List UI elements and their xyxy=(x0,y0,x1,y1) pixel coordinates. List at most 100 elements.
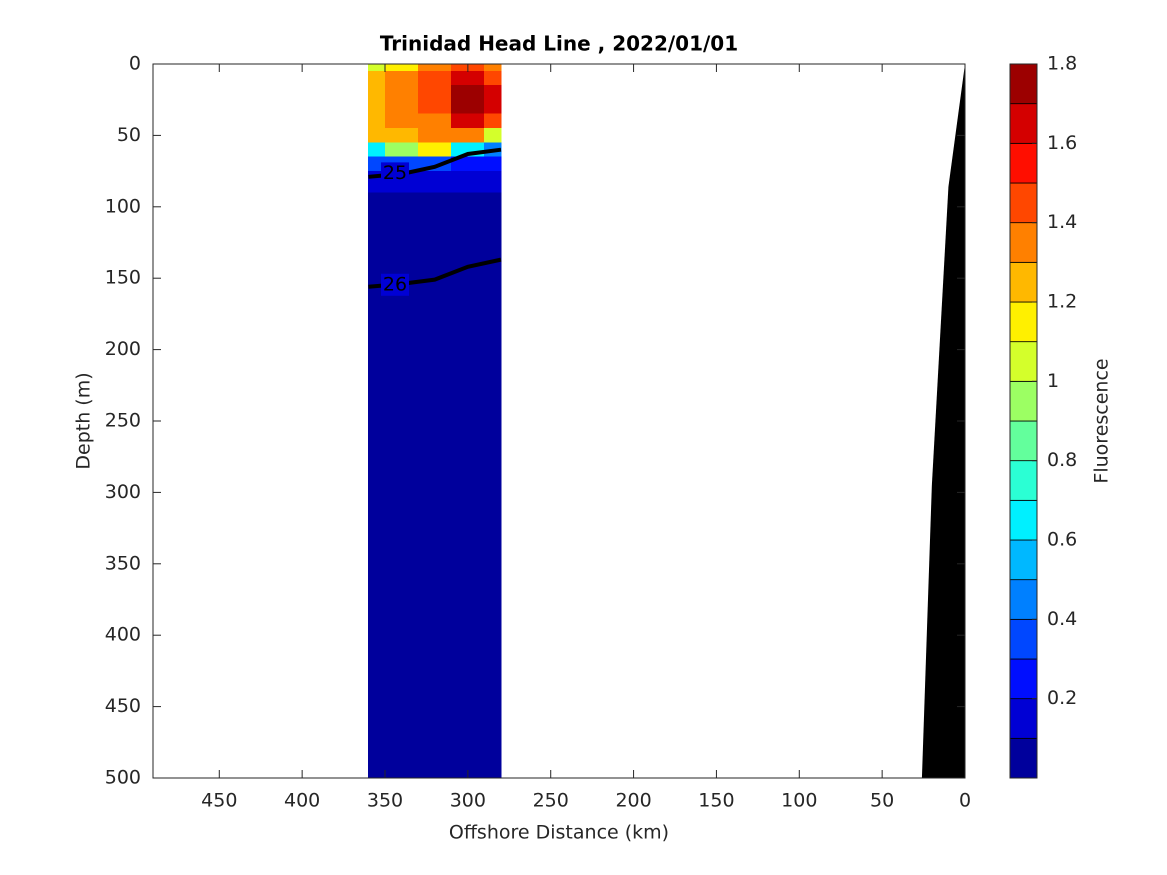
colorbar-band xyxy=(1009,698,1038,739)
field-cell xyxy=(417,563,452,707)
x-tick-label: 200 xyxy=(615,790,651,812)
colorbar-band xyxy=(1009,103,1038,144)
field-cell xyxy=(384,420,419,565)
field-cell xyxy=(417,85,452,100)
colorbar-tick-label: 0.8 xyxy=(1047,449,1077,471)
field-cell xyxy=(451,70,485,86)
field-cell xyxy=(417,192,452,279)
field-cell xyxy=(368,277,386,422)
colorbar-band xyxy=(1009,301,1038,343)
field-cell xyxy=(384,706,419,779)
colorbar-band xyxy=(1009,737,1038,779)
field-cell xyxy=(484,113,502,129)
field-cell xyxy=(451,113,485,129)
x-tick-label: 100 xyxy=(781,790,817,812)
x-tick-label: 400 xyxy=(284,790,320,812)
x-tick-label: 300 xyxy=(450,790,486,812)
colorbar-tick-label: 1.8 xyxy=(1047,53,1077,75)
field-cell xyxy=(451,128,485,143)
y-tick-label: 50 xyxy=(117,124,141,146)
colorbar-band xyxy=(1009,420,1038,462)
x-tick-label: 450 xyxy=(201,790,237,812)
field-cell xyxy=(384,113,419,129)
y-axis-label: Depth (m) xyxy=(73,372,95,469)
y-tick-label: 100 xyxy=(105,195,141,217)
colorbar-tick-label: 1.4 xyxy=(1047,211,1077,233)
colorbar-band xyxy=(1009,261,1038,303)
colorbar-band xyxy=(1009,658,1038,700)
x-axis-label: Offshore Distance (km) xyxy=(449,822,669,844)
x-tick-label: 0 xyxy=(959,790,971,812)
colorbar-band xyxy=(1009,460,1038,501)
field-cell xyxy=(384,192,419,279)
field-cell xyxy=(451,85,485,100)
field-cell xyxy=(368,420,386,565)
colorbar-band xyxy=(1009,499,1038,541)
colorbar-band xyxy=(1009,341,1038,382)
field-cell xyxy=(484,192,502,279)
colorbar-tick-label: 0.2 xyxy=(1047,687,1077,709)
x-tick-label: 150 xyxy=(698,790,734,812)
field-cell xyxy=(451,706,485,779)
field-cell xyxy=(384,563,419,707)
x-tick-label: 250 xyxy=(533,790,569,812)
y-tick-label: 200 xyxy=(105,338,141,360)
field-cell xyxy=(451,277,485,422)
y-tick-label: 150 xyxy=(105,267,141,289)
contour-label: 26 xyxy=(383,273,407,295)
contour-label-bg xyxy=(381,162,409,185)
field-cell xyxy=(484,99,502,115)
colorbar-band xyxy=(1009,142,1038,184)
y-tick-label: 300 xyxy=(105,481,141,503)
field-cell xyxy=(417,63,452,72)
colorbar-band xyxy=(1009,539,1038,581)
field-cell xyxy=(368,85,386,100)
field-cell xyxy=(368,70,386,86)
y-tick-label: 450 xyxy=(105,695,141,717)
field-cell xyxy=(417,170,452,193)
field-cell xyxy=(484,85,502,100)
field-cell xyxy=(484,128,502,143)
field-cell xyxy=(417,113,452,129)
y-tick-label: 350 xyxy=(105,552,141,574)
field-cell xyxy=(368,128,386,143)
colorbar-frame xyxy=(1009,63,1038,779)
field-cell xyxy=(368,706,386,779)
field-cell xyxy=(451,99,485,115)
colorbar-band xyxy=(1009,182,1038,224)
contour-label: 25 xyxy=(383,162,407,184)
colorbar-band xyxy=(1009,380,1038,422)
contour-label-bg xyxy=(381,273,409,296)
y-tick-label: 250 xyxy=(105,410,141,432)
field-cell xyxy=(368,63,386,72)
field-cell xyxy=(451,420,485,565)
colorbar-tick-label: 0.6 xyxy=(1047,529,1077,551)
field-cell xyxy=(384,70,419,86)
field-cell xyxy=(417,420,452,565)
colorbar-label: Fluorescence xyxy=(1091,358,1113,483)
field-cell xyxy=(368,563,386,707)
chart-title: Trinidad Head Line , 2022/01/01 xyxy=(380,32,738,56)
field-cell xyxy=(417,128,452,143)
field-cell xyxy=(417,277,452,422)
field-cell xyxy=(484,277,502,422)
field-cell xyxy=(451,563,485,707)
field-cell xyxy=(368,99,386,115)
x-tick-label: 350 xyxy=(367,790,403,812)
y-tick-label: 500 xyxy=(105,767,141,789)
field-cell xyxy=(484,563,502,707)
field-cell xyxy=(368,142,386,158)
colorbar-band xyxy=(1009,63,1038,105)
field-cell xyxy=(484,70,502,86)
field-cell xyxy=(368,113,386,129)
colorbar-tick-label: 1.6 xyxy=(1047,132,1077,154)
y-tick-label: 400 xyxy=(105,624,141,646)
x-tick-label: 50 xyxy=(870,790,894,812)
field-cell xyxy=(384,277,419,422)
field-cell xyxy=(417,70,452,86)
colorbar-tick-label: 1.2 xyxy=(1047,291,1077,313)
field-cell xyxy=(484,420,502,565)
colorbar-tick-label: 1 xyxy=(1047,370,1059,392)
